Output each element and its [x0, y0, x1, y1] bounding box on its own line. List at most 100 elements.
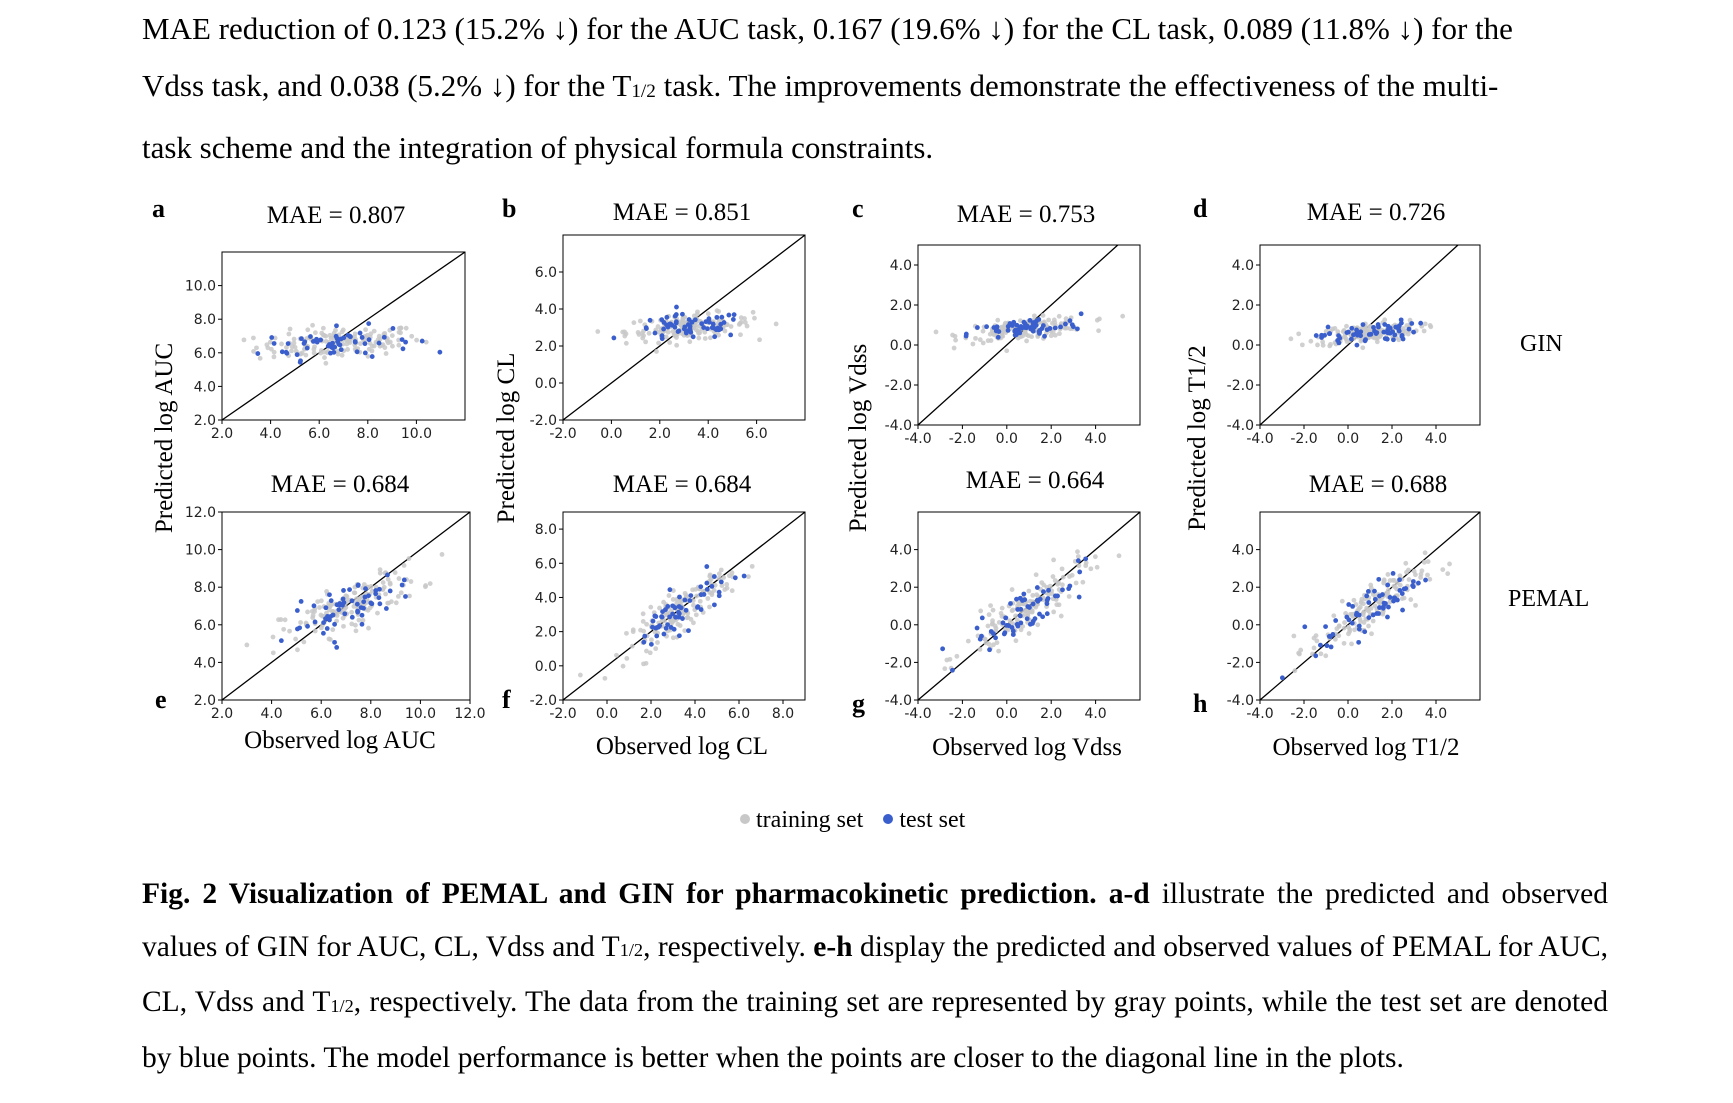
panel-c-training-point: [990, 331, 996, 336]
panel-d-training-point: [1343, 336, 1349, 342]
panel-b-test-point: [664, 322, 669, 328]
panel-e-training-point: [363, 606, 368, 612]
panel-e-training-point: [282, 617, 288, 623]
panel-b-test-point: [611, 335, 617, 341]
panel-a-training-point: [352, 334, 357, 340]
panel-b-test-point: [659, 336, 665, 342]
panel-h-training-point: [1397, 573, 1403, 579]
panel-b-training-point: [680, 324, 686, 329]
panel-d-training-point: [1406, 324, 1412, 330]
panel-d-training-point: [1378, 332, 1384, 337]
panel-h-training-point: [1359, 628, 1365, 633]
panel-g-test-point: [979, 615, 985, 621]
panel-f-training-point: [683, 593, 689, 598]
panel-g-test-point: [1022, 597, 1028, 603]
panel-h-test-point: [1356, 623, 1362, 629]
panel-f-test-point: [659, 614, 665, 620]
panel-h-training-point: [1366, 600, 1371, 606]
panel-d-training-point: [1350, 332, 1355, 338]
panel-b-training-point: [672, 333, 678, 339]
panel-c-training-point: [974, 325, 980, 331]
panel-h-training-point: [1360, 612, 1366, 618]
panel-e-training-point: [385, 600, 391, 606]
panel-f-test-point: [665, 622, 670, 628]
panel-a-training-point: [387, 327, 393, 333]
panel-g-test-point: [979, 633, 984, 639]
panel-c-test-point: [991, 325, 997, 330]
panel-e-test-point: [337, 602, 343, 608]
panel-a-training-point: [321, 349, 327, 355]
panel-e-training-point: [339, 610, 345, 616]
panel-e-test-point: [341, 588, 346, 593]
panel-g-training-point: [1016, 601, 1022, 607]
panel-d-training-point: [1391, 324, 1397, 329]
panel-h-training-point: [1327, 635, 1333, 641]
panel-g-training-point: [1020, 601, 1026, 607]
panel-b-training-point: [691, 313, 697, 319]
panel-e-training-point: [382, 570, 388, 576]
panel-h-training-point: [1381, 580, 1387, 586]
panel-d-training-point: [1348, 332, 1354, 338]
panel-c-training-point: [1000, 329, 1006, 335]
panel-d-training-point: [1363, 334, 1368, 339]
panel-c-training-point: [1032, 318, 1038, 324]
panel-c-training-point: [933, 329, 939, 335]
panel-g-training-point: [1007, 618, 1013, 624]
panel-b-training-point: [719, 317, 725, 323]
panel-g-test-point: [1014, 621, 1020, 627]
panel-a-test-point: [354, 349, 360, 355]
panel-h-training-point: [1297, 651, 1302, 657]
panel-b-xtick-label: 2.0: [649, 426, 671, 442]
panel-a-diagonal: [221, 251, 466, 421]
panel-e-training-point: [320, 622, 325, 628]
panel-f-test-point: [688, 593, 694, 598]
panel-a-training-point: [339, 329, 345, 335]
panel-a-xtick-label: 4.0: [259, 426, 281, 442]
panel-b-training-point: [667, 340, 673, 345]
panel-d-training-point: [1366, 335, 1372, 341]
panel-d-training-point: [1419, 323, 1425, 329]
panel-c-ytick-label: 4.0: [890, 258, 912, 274]
panel-g-test-point: [1045, 596, 1051, 601]
panel-a-training-point: [312, 338, 317, 344]
panel-d-training-point: [1390, 335, 1396, 340]
panel-g-training-point: [1018, 608, 1024, 614]
panel-e-training-point: [303, 620, 309, 626]
panel-g-training-point: [1073, 580, 1079, 586]
panel-a-training-point: [396, 329, 402, 335]
panel-b-test-point: [672, 324, 678, 330]
panel-c-test-point: [1036, 317, 1042, 322]
panel-f-ytick-label: 8.0: [535, 522, 557, 538]
panel-a-test-point: [308, 334, 313, 339]
panel-b-test-point: [673, 312, 679, 317]
panel-b-test-point: [714, 314, 720, 320]
panel-d-test-point: [1411, 329, 1416, 335]
panel-a-test-point: [279, 349, 285, 355]
panel-h-training-point: [1406, 567, 1411, 573]
panel-a-training-point: [358, 341, 363, 347]
panel-d-training-point: [1351, 332, 1356, 337]
panel-f-test-point: [672, 605, 678, 611]
panel-b-training-point: [680, 316, 686, 321]
panel-e-training-point: [387, 580, 393, 586]
panel-a-test-point: [337, 342, 343, 348]
panel-a-ylabel: Predicted log AUC: [151, 343, 178, 533]
panel-b-training-point: [623, 331, 629, 337]
panel-g-training-point: [1025, 614, 1031, 619]
panel-b-training-point: [681, 332, 687, 338]
panel-h-training-point: [1358, 600, 1364, 606]
panel-c-test-point: [1037, 329, 1042, 335]
panel-g-training-point: [1055, 581, 1061, 587]
panel-g-training-point: [1029, 609, 1035, 614]
panel-e-training-point: [326, 600, 332, 606]
panel-c-frame: [917, 244, 1141, 426]
panel-b-training-point: [736, 322, 742, 327]
panel-e-test-point: [298, 599, 304, 604]
panel-h-training-point: [1381, 577, 1387, 583]
panel-g-training-point: [1013, 638, 1019, 644]
panel-c-training-point: [1020, 325, 1026, 331]
panel-h-test-point: [1395, 597, 1400, 603]
panel-b-training-point: [738, 319, 744, 325]
panel-h-test-point: [1401, 586, 1407, 592]
panel-c-test-point: [1030, 321, 1036, 326]
